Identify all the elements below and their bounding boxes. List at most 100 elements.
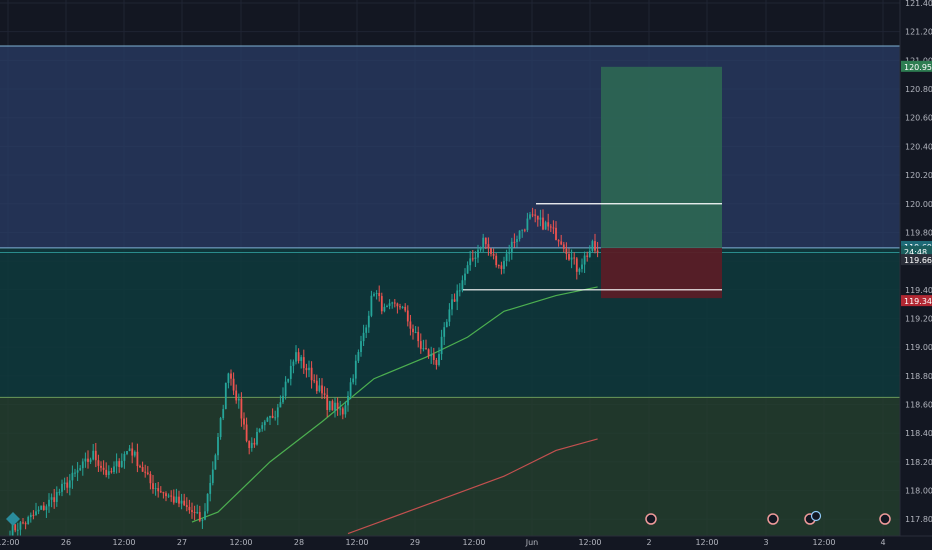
- candle-body: [302, 357, 305, 369]
- candle-body: [266, 417, 269, 422]
- candle-body: [586, 255, 589, 257]
- candle-body: [27, 517, 30, 525]
- candle-body: [40, 505, 43, 510]
- time-tick-label: 12:00: [812, 538, 835, 547]
- candle-body: [172, 496, 175, 503]
- candle-body: [326, 394, 329, 411]
- candle-body: [404, 306, 407, 311]
- candle-body: [328, 401, 331, 411]
- price-tick-label: 119.200: [905, 314, 932, 323]
- candle-body: [490, 248, 492, 254]
- event-cluster-icon: [810, 510, 822, 522]
- time-tick-label: 12:00: [345, 538, 368, 547]
- candle-body: [159, 491, 162, 493]
- candle-body: [495, 255, 498, 266]
- price-axis-bg: [900, 0, 932, 550]
- candle-body: [508, 252, 511, 254]
- candle-body: [365, 327, 368, 333]
- candle-body: [191, 510, 193, 513]
- candle-body: [35, 511, 37, 516]
- candle-body: [227, 373, 230, 383]
- candle-body: [139, 466, 141, 468]
- candle-body: [591, 241, 594, 251]
- price-tick-label: 119.000: [905, 343, 932, 352]
- candle-body: [523, 229, 526, 231]
- price-tick-label: 118.600: [905, 401, 932, 410]
- candle-body: [74, 472, 76, 474]
- economic-event-icon: [645, 513, 657, 525]
- candle-body: [219, 418, 222, 437]
- candle-body: [391, 302, 394, 304]
- candle-body: [245, 424, 248, 441]
- candle-body: [214, 455, 217, 470]
- candle-body: [422, 348, 425, 350]
- horizontal-levels[interactable]: [463, 203, 722, 291]
- candle-body: [334, 402, 336, 411]
- candle-body: [588, 250, 591, 257]
- candle-body: [45, 506, 48, 511]
- candle-body: [243, 418, 245, 425]
- candle-body: [388, 303, 391, 306]
- candle-body: [224, 382, 227, 409]
- candle-body: [500, 265, 503, 269]
- price-tick-label: 120.600: [905, 114, 932, 123]
- time-tick-label: 29: [410, 538, 420, 547]
- candle-body: [282, 395, 284, 403]
- candle-body: [201, 519, 204, 521]
- candle-body: [474, 257, 477, 259]
- price-tick-label: 120.400: [905, 142, 932, 151]
- candle-body: [193, 512, 196, 514]
- candle-body: [19, 522, 22, 530]
- candle-body: [305, 368, 308, 371]
- candle-body: [89, 459, 92, 462]
- candle-body: [48, 499, 50, 507]
- candle-body: [292, 361, 295, 366]
- time-axis[interactable]: 12:00 26 12:00 27 12:00 28 12:00 29 12:00 Jun 12:0…: [0, 535, 932, 550]
- price-tick-label: 118.800: [905, 372, 932, 381]
- candle-body: [206, 493, 209, 512]
- candle-body: [136, 451, 139, 467]
- candle-body: [445, 321, 448, 328]
- candle-body: [386, 305, 388, 307]
- event-markers[interactable]: [6, 510, 891, 527]
- candle-body: [323, 393, 326, 395]
- price-tick-label: 120.000: [905, 200, 932, 209]
- price-axis[interactable]: 121.400121.200121.000120.800120.600120.4…: [899, 0, 932, 550]
- candle-body: [22, 522, 24, 524]
- candle-body: [401, 306, 404, 308]
- candle-body: [321, 385, 323, 394]
- candle-body: [237, 398, 240, 401]
- candle-body: [380, 296, 383, 312]
- candle-body: [144, 471, 147, 473]
- time-tick-label: 12:00: [0, 538, 20, 547]
- candle-body: [50, 497, 53, 500]
- candle-body: [154, 488, 157, 490]
- position-tool[interactable]: [601, 66, 722, 299]
- candle-body: [24, 523, 27, 525]
- tradingview-logo-icon: [6, 512, 20, 526]
- candle-body: [55, 492, 58, 502]
- candle-body: [217, 436, 219, 456]
- candle-body: [230, 373, 232, 379]
- price-tag-bg: [901, 295, 932, 307]
- candle-body: [503, 261, 505, 269]
- time-tick-label: 28: [294, 538, 304, 547]
- candle-body: [344, 405, 347, 415]
- candle-body: [451, 299, 453, 310]
- candle-body: [432, 354, 435, 360]
- candle-body: [565, 248, 568, 254]
- candle-body: [357, 352, 360, 361]
- time-tick-label: 12:00: [578, 538, 601, 547]
- candle-body: [175, 496, 178, 503]
- candle-body: [575, 258, 578, 272]
- candle-body: [235, 390, 238, 401]
- candle-body: [110, 471, 113, 473]
- candle-body: [222, 408, 225, 419]
- candle-body: [373, 294, 375, 296]
- candle-body: [211, 469, 214, 483]
- candle-body: [539, 217, 542, 220]
- price-tag-label: 120.955: [904, 63, 932, 72]
- economic-event-icon: [767, 513, 779, 525]
